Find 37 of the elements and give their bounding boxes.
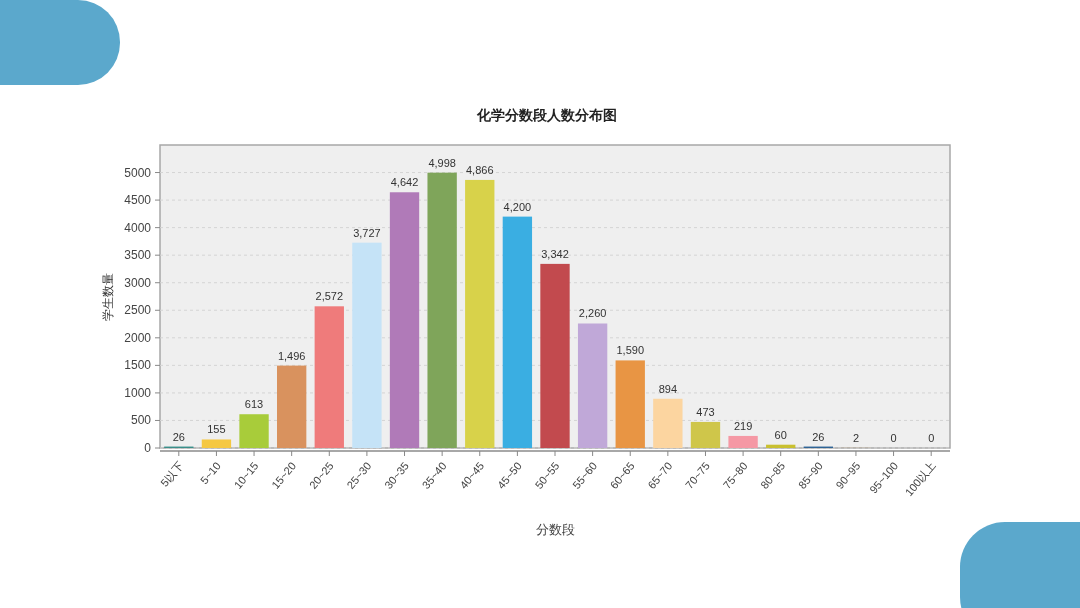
data-label: 0: [890, 432, 897, 444]
data-label: 2: [852, 431, 859, 444]
data-label: 3,727: [353, 226, 381, 239]
data-label: 0: [928, 432, 935, 444]
data-label: 155: [207, 423, 226, 436]
y-tick-label: 5000: [124, 165, 151, 180]
y-tick-label: 3000: [124, 275, 151, 290]
x-tick-label: 5以下: [158, 459, 186, 489]
data-label: 4,866: [466, 163, 494, 176]
data-label: 4,200: [503, 200, 532, 213]
x-axis-title: 分数段: [535, 522, 575, 537]
y-tick-label: 4000: [124, 220, 151, 235]
data-label: 3,342: [541, 247, 569, 260]
data-label: 26: [812, 430, 825, 443]
data-label: 613: [244, 398, 264, 411]
y-tick-label: 2500: [124, 303, 151, 318]
data-label: 2,572: [315, 290, 344, 303]
y-tick-label: 1000: [124, 385, 151, 400]
data-label: 4,998: [428, 156, 456, 169]
y-tick-label: 3500: [124, 248, 151, 263]
data-label: 894: [658, 382, 678, 395]
y-tick-label: 1500: [124, 358, 151, 373]
y-tick-label: 500: [130, 413, 151, 428]
y-tick-label: 2000: [124, 330, 151, 345]
data-label: 473: [696, 405, 715, 418]
data-label: 60: [774, 428, 787, 441]
data-label: 1,590: [616, 344, 644, 357]
y-axis-title: 学生数量: [101, 272, 115, 321]
data-label: 2,260: [578, 307, 607, 320]
title: 化学分数段人数分布图: [477, 107, 617, 123]
y-tick-label: 4500: [124, 193, 151, 208]
data-label: 4,642: [390, 176, 419, 189]
data-label: 26: [172, 430, 185, 443]
y-tick-label: 0: [144, 441, 151, 455]
x-tick-label: 100以上: [902, 459, 938, 499]
data-label: 1,496: [277, 349, 306, 362]
data-label: 219: [733, 419, 753, 432]
